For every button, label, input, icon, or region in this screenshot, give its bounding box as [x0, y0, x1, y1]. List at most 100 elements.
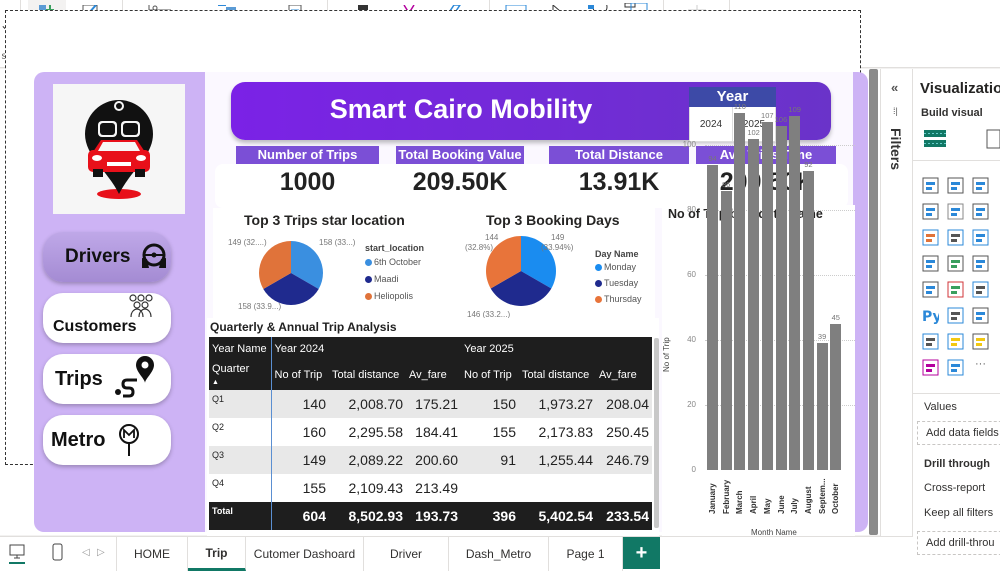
qa-visual-icon[interactable]: [972, 333, 989, 350]
cross-report-toggle[interactable]: Cross-report: [924, 482, 986, 494]
pie1-legend-6th-october[interactable]: 6th October: [365, 257, 421, 267]
mobile-view-icon[interactable]: [51, 543, 65, 563]
cell: 604: [270, 502, 329, 530]
year-option-2025[interactable]: 2025: [742, 118, 766, 130]
bar-may[interactable]: [761, 122, 773, 470]
filter-toggle-icon[interactable]: ⁞|: [893, 106, 898, 116]
funnel-icon[interactable]: [972, 229, 989, 246]
sort-ascending-icon: ▲: [212, 379, 219, 386]
stacked-bar-icon[interactable]: [922, 177, 939, 194]
year-slicer[interactable]: Year 2024 2025: [689, 87, 776, 142]
build-visual-tab-icon[interactable]: [922, 128, 948, 152]
header-total-distance-2024[interactable]: Total distance: [329, 360, 406, 390]
add-drill-through-dropzone[interactable]: Add drill-throu: [917, 531, 1000, 555]
pie1-legend-heliopolis[interactable]: Heliopolis: [365, 291, 413, 301]
collapse-chevron-icon[interactable]: «: [891, 80, 899, 95]
add-page-button[interactable]: +: [623, 537, 660, 569]
nav-drivers-button[interactable]: Drivers: [43, 232, 171, 282]
y-tick-label: 100: [682, 140, 696, 149]
values-label: Values: [924, 401, 957, 413]
globe-map-icon[interactable]: [947, 255, 964, 272]
header-year-2024[interactable]: Year 2024: [270, 337, 461, 360]
table-visual-icon[interactable]: [922, 281, 939, 298]
drill-through-label: Drill through: [924, 458, 990, 470]
pie2-legend-tuesday[interactable]: Tuesday: [595, 278, 638, 288]
line-area-icon[interactable]: [972, 203, 989, 220]
header-av-fare-2025[interactable]: Av_fare: [596, 360, 652, 390]
filters-pane[interactable]: [880, 69, 913, 571]
line-chart-icon[interactable]: [922, 203, 939, 220]
keep-all-filters-toggle[interactable]: Keep all filters: [924, 507, 994, 519]
filled-map-icon[interactable]: [972, 255, 989, 272]
build-visual-label: Build visual: [921, 107, 983, 119]
nav-trips-button[interactable]: Trips: [43, 354, 171, 404]
matrix-scrollbar[interactable]: [654, 338, 659, 528]
header-no-of-trip-2024[interactable]: No of Trip: [270, 360, 329, 390]
ribbon-chart-icon[interactable]: [922, 229, 939, 246]
add-data-fields-dropzone[interactable]: Add data fields: [917, 421, 1000, 445]
cell: 2,173.83: [538, 424, 594, 440]
header-no-of-trip-2025[interactable]: No of Trip: [461, 360, 519, 390]
bar-april[interactable]: [748, 138, 760, 470]
power-apps-visual-icon[interactable]: [922, 359, 939, 376]
format-visual-tab-icon[interactable]: [985, 128, 1000, 152]
scroll-left-icon[interactable]: ◁: [82, 547, 90, 558]
area-chart-icon[interactable]: [947, 203, 964, 220]
key-influencers-icon[interactable]: [947, 307, 964, 324]
python-visual-icon[interactable]: Py: [922, 307, 939, 324]
cell: 155: [270, 474, 329, 502]
tab-page-1[interactable]: Page 1: [549, 537, 623, 571]
bar-july[interactable]: [789, 115, 801, 470]
treemap-icon[interactable]: [922, 255, 939, 272]
pie2-legend-monday[interactable]: Monday: [595, 262, 636, 272]
bar-june[interactable]: [775, 125, 787, 470]
header-total-distance-2025[interactable]: Total distance: [519, 360, 596, 390]
bar-january[interactable]: [707, 164, 718, 470]
pie2-legend-thursday[interactable]: Thursday: [595, 294, 642, 304]
smart-narrative-icon[interactable]: [947, 333, 964, 350]
tab-cutomer-dashoard[interactable]: Cutomer Dashoard: [246, 537, 364, 571]
nav-customers-label: Customers: [53, 318, 137, 335]
scroll-right-icon[interactable]: ▷: [97, 547, 105, 558]
slicer-visual-icon[interactable]: [972, 281, 989, 298]
kpi-visual-icon[interactable]: [947, 281, 964, 298]
bar-march[interactable]: [734, 112, 746, 470]
power-automate-visual-icon[interactable]: [947, 359, 964, 376]
nav-customers-button[interactable]: Customers: [43, 293, 171, 343]
desktop-view-icon[interactable]: [8, 543, 26, 565]
paginated-visual-icon[interactable]: [922, 333, 939, 350]
bar-septem[interactable]: [816, 343, 828, 470]
cell: 91: [461, 446, 519, 474]
header-quarter[interactable]: Quarter ▲: [209, 360, 271, 390]
legend-label: Heliopolis: [374, 291, 414, 301]
tab-dash-metro[interactable]: Dash_Metro: [449, 537, 549, 571]
clustered-bar-icon[interactable]: [972, 177, 989, 194]
bar-october[interactable]: [830, 323, 842, 470]
tab-home[interactable]: HOME: [116, 537, 188, 571]
bar-february[interactable]: [720, 190, 732, 470]
decomposition-tree-icon[interactable]: [972, 307, 989, 324]
pie-chart-start-location[interactable]: [213, 208, 443, 320]
nav-metro-label: Metro: [51, 428, 106, 451]
bar-august[interactable]: [802, 171, 814, 470]
pane-resize-handle[interactable]: [869, 69, 878, 535]
clustered-column-icon[interactable]: [947, 177, 964, 194]
quarterly-trip-matrix[interactable]: Year Name Year 2024 Year 2025 Quarter ▲ N…: [209, 337, 652, 530]
cell: 140: [270, 390, 329, 418]
waterfall-icon[interactable]: [947, 229, 964, 246]
legend-label: Thursday: [604, 294, 642, 304]
pie1-legend-maadi[interactable]: Maadi: [365, 274, 399, 284]
tab-trip[interactable]: Trip: [188, 537, 246, 571]
more-visuals-ellipsis-icon[interactable]: ···: [975, 358, 986, 370]
nav-metro-button[interactable]: Metro: [43, 415, 171, 465]
filters-label[interactable]: Filters: [888, 128, 904, 171]
tab-driver[interactable]: Driver: [364, 537, 449, 571]
kpi-value-total-booking-value: 209.50K: [412, 168, 508, 196]
cell: 155: [492, 424, 516, 440]
pie2-label-monday-count: 149: [551, 233, 565, 242]
header-av-fare-2024[interactable]: Av_fare: [406, 360, 461, 390]
pie1-legend-title: start_location: [365, 243, 425, 253]
header-year-2025[interactable]: Year 2025: [461, 337, 652, 360]
x-tick-label: October: [831, 483, 841, 514]
year-option-2024[interactable]: 2024: [690, 107, 733, 141]
